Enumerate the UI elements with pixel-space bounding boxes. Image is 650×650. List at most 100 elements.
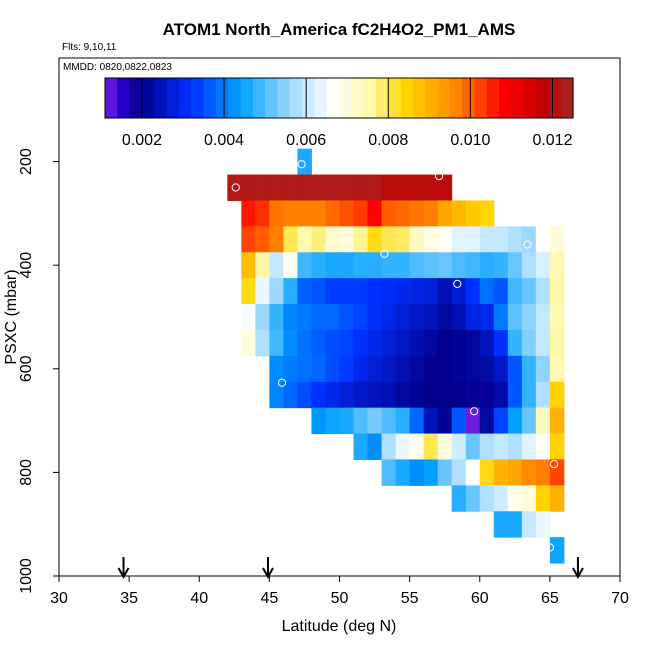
dates-label: MMDD: 0820,0822,0823 [63,62,172,73]
colorbar-segment [117,78,131,118]
heatmap-cell [241,252,256,279]
y-tick-label: 800 [18,459,35,486]
heatmap-cell [451,200,467,227]
heatmap-cell [353,407,369,435]
heatmap-cell [437,355,453,383]
observation-circle [470,407,479,416]
heatmap-cell [409,174,425,201]
heatmap-cell [381,174,397,201]
heatmap-cell [325,381,340,409]
heatmap-cell [423,174,439,201]
heatmap-cell [507,278,523,305]
heatmap-cell [535,381,551,409]
heatmap-cell [465,485,481,512]
heatmap-cell [479,252,495,279]
heatmap-cells [227,148,565,564]
heatmap-cell [465,459,481,486]
heatmap-cell [465,381,481,409]
down-arrow-icon [117,557,130,580]
heatmap-cell [381,433,397,460]
heatmap-cell [255,278,270,305]
colorbar-segment [302,78,315,118]
heatmap-cell [241,174,256,201]
heatmap-cell [297,355,312,383]
heatmap-cell [479,433,495,460]
heatmap-cell [297,174,312,201]
heatmap-cell [353,329,369,357]
heatmap-cell [507,381,523,409]
colorbar-segment [277,78,291,118]
colorbar: 0.002 0.004 0.006 0.008 0.010 0.012 [104,77,574,149]
heatmap-cell [339,278,355,305]
y-tick-label: 1000 [18,558,35,594]
heatmap-cell [367,433,383,460]
heatmap-cell [283,174,298,201]
heatmap-cell [465,304,481,331]
heatmap-cell [451,381,467,409]
observation-circle [453,279,462,288]
heatmap-cell [521,381,537,409]
heatmap-cell [325,174,340,201]
y-tick-label: 400 [18,252,35,279]
heatmap-cell [423,381,439,409]
colorbar-segment [240,78,254,118]
heatmap-cell [311,200,326,227]
heatmap-cell [395,381,411,409]
observation-circles [231,160,559,552]
heatmap-cell [227,174,242,201]
heatmap-cell [507,252,523,279]
heatmap-cell [353,304,369,331]
heatmap-cell [311,329,326,357]
heatmap-cell [451,459,467,486]
colorbar-tick-label: 0.008 [368,132,408,149]
colorbar-segment [412,78,426,118]
heatmap-cell [311,381,326,409]
heatmap-cell [521,252,537,279]
heatmap-cell [395,200,411,227]
colorbar-segment [486,78,500,118]
heatmap-cell [311,226,326,253]
heatmap-cell [423,329,439,357]
colorbar-tick-label: 0.004 [204,132,244,149]
heatmap-cell [451,278,467,305]
heatmap-cell [507,407,523,435]
down-arrow-icon [262,557,274,580]
x-tick-label: 35 [120,590,138,607]
heatmap-cell [283,226,298,253]
heatmap-cell [325,278,340,305]
heatmap-cell [409,278,425,305]
heatmap-cell [507,433,523,460]
heatmap-cell [255,252,270,279]
heatmap-cell [493,459,509,486]
heatmap-cell [339,407,355,435]
heatmap-cell [297,278,312,305]
heatmap-cell [451,407,467,435]
heatmap-cell [409,407,425,435]
colorbar-segment [314,78,328,118]
y-axis-label: PSXC (mbar) [3,269,20,364]
heatmap-cell [381,226,397,253]
observation-circle [359,164,368,173]
x-tick-label: 30 [50,590,68,607]
colorbar-frame [104,77,574,119]
heatmap-cell [255,329,270,357]
colorbar-segment [252,78,266,118]
heatmap-cell [353,200,369,227]
heatmap-cell [451,226,467,253]
heatmap-cell [451,355,467,383]
heatmap-cell [409,226,425,253]
heatmap-cell [409,304,425,331]
heatmap-cell [451,485,467,512]
heatmap-cell [353,381,369,409]
y-axis: 200 400 600 800 1000 [18,148,59,594]
heatmap-cell [535,329,551,357]
heatmap-cell [283,200,298,227]
heatmap-cell [395,252,411,279]
heatmap-cell [549,226,565,253]
heatmap-cell [255,226,270,253]
heatmap-cell [437,174,453,201]
heatmap-cell [409,381,425,409]
heatmap-cell [549,485,565,512]
heatmap-cell [381,381,397,409]
heatmap-cell [353,433,369,460]
